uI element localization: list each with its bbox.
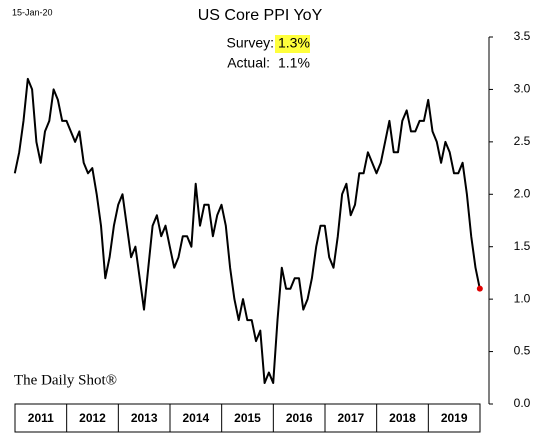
x-band-label: 2017 <box>337 411 364 425</box>
y-tick-label: 0.0 <box>514 396 531 410</box>
x-band-label: 2014 <box>182 411 209 425</box>
x-band-label: 2015 <box>234 411 261 425</box>
x-band-label: 2013 <box>131 411 158 425</box>
chart-title: US Core PPI YoY <box>198 7 323 24</box>
survey-label: Survey: <box>227 35 274 51</box>
x-band-label: 2019 <box>441 411 468 425</box>
survey-highlight <box>275 35 310 53</box>
y-tick-label: 2.5 <box>514 134 531 148</box>
y-tick-label: 1.0 <box>514 291 531 305</box>
survey-value: 1.3% <box>278 35 310 51</box>
actual-label: Actual: <box>227 55 270 71</box>
y-tick-label: 3.0 <box>514 82 531 96</box>
actual-value: 1.1% <box>278 55 310 71</box>
date-label: 15-Jan-20 <box>12 7 53 17</box>
y-tick-label: 3.5 <box>514 29 531 43</box>
x-band-label: 2011 <box>28 411 54 425</box>
source-watermark: The Daily Shot® <box>14 372 117 388</box>
x-band-label: 2018 <box>389 411 416 425</box>
x-band-label: 2016 <box>286 411 313 425</box>
y-tick-label: 1.5 <box>514 239 531 253</box>
x-axis-frame <box>14 403 481 433</box>
last-point <box>476 285 483 292</box>
y-tick-label: 0.5 <box>514 344 531 358</box>
line-series <box>13 77 481 384</box>
x-band-label: 2012 <box>79 411 106 425</box>
y-tick-label: 2.0 <box>514 186 531 200</box>
